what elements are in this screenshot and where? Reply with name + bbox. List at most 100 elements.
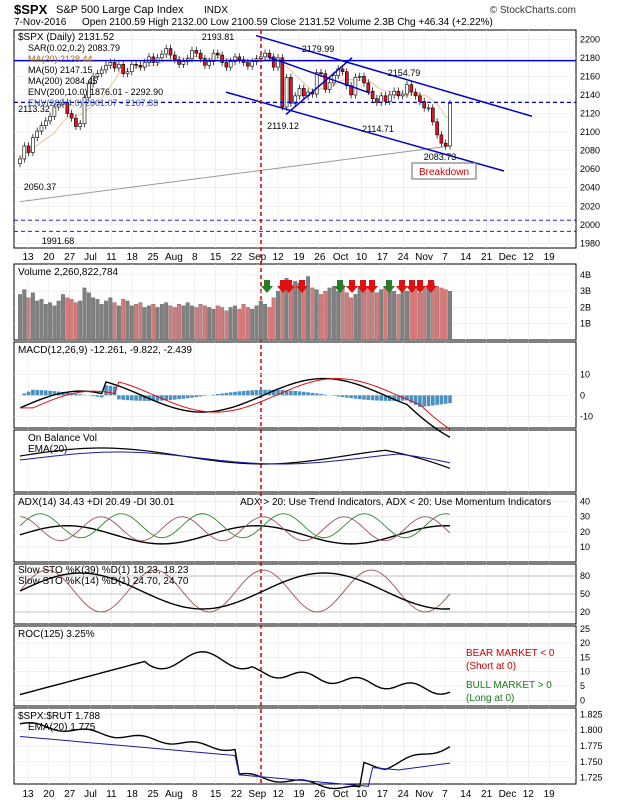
x-tick-label-bottom: 26 xyxy=(314,789,326,800)
macd-hist-bar xyxy=(345,395,349,398)
signal-arrow xyxy=(334,280,346,293)
macd-hist-bar xyxy=(142,395,147,401)
macd-hist-bar xyxy=(340,395,345,398)
x-tick-label-top: 12 xyxy=(273,252,285,263)
x-tick-label-top: 27 xyxy=(64,252,76,263)
x-tick-label-top: 7 xyxy=(442,252,448,263)
adx-title: ADX(14) 34.43 +DI 20.49 -DI 30.01 xyxy=(18,497,175,508)
macd-hist-bar xyxy=(284,390,289,396)
volume-bar xyxy=(108,297,113,341)
macd-hist-bar xyxy=(125,395,130,401)
macd-hist-bar xyxy=(91,395,95,397)
volume-bar xyxy=(43,304,48,341)
macd-hist-bar xyxy=(259,389,263,396)
signal-arrow xyxy=(357,280,369,293)
macd-hist-bar xyxy=(392,395,396,401)
macd-hist-bar xyxy=(168,395,173,400)
x-tick-label-bottom: 19 xyxy=(293,789,305,800)
volume-bar xyxy=(396,294,401,341)
candle-body xyxy=(164,48,168,55)
x-tick-label-bottom: 12 xyxy=(273,789,285,800)
volume-bar xyxy=(194,307,199,341)
macd-hist-bar xyxy=(418,395,422,407)
macd-hist-bar xyxy=(99,395,104,398)
signal-arrow xyxy=(425,280,437,293)
volume-bar xyxy=(26,297,31,341)
y-tick-label-price: 1980 xyxy=(580,238,600,248)
candle-body xyxy=(18,158,22,164)
candle-body xyxy=(125,71,130,74)
volume-bar xyxy=(39,299,44,341)
candle-body xyxy=(160,53,164,59)
candle-body xyxy=(357,76,362,78)
macd-hist-bar xyxy=(26,391,31,396)
volume-bar xyxy=(392,291,397,341)
x-tick-label-top: 8 xyxy=(192,252,198,263)
macd-hist-bar xyxy=(112,386,117,396)
candle-body xyxy=(422,101,427,109)
candle-body xyxy=(130,64,134,73)
y-tick-label-roc: 10 xyxy=(580,667,590,677)
candle-body xyxy=(405,84,409,95)
candle-body xyxy=(142,62,147,68)
x-tick-label-bottom: 17 xyxy=(377,789,389,800)
volume-bar xyxy=(69,299,74,341)
macd-hist-bar xyxy=(121,395,125,400)
obv-ema-label: EMA(20) xyxy=(28,444,67,455)
macd-hist-bar xyxy=(405,395,409,401)
macd-line xyxy=(19,377,451,438)
x-tick-label-bottom: Aug xyxy=(165,789,183,800)
y-tick-label-sto: 50 xyxy=(580,589,590,599)
candle-body xyxy=(138,64,143,68)
candle-body xyxy=(375,98,379,103)
candle-body xyxy=(383,95,388,102)
signal-arrow xyxy=(346,280,358,293)
macd-hist-bar xyxy=(276,389,280,396)
volume-bar xyxy=(301,286,306,341)
candle-body xyxy=(112,62,117,69)
y-tick-label-ratio: 1.825 xyxy=(580,709,603,719)
price-legend-entry: ENV(200,4.0) 2001.07 - 2167.83 xyxy=(28,98,158,108)
candle-body xyxy=(280,57,285,108)
candle-body xyxy=(52,106,57,117)
roc-title: ROC(125) 3.25% xyxy=(18,629,95,640)
volume-bar xyxy=(61,294,65,341)
candle-body xyxy=(216,52,220,56)
adx-line xyxy=(19,525,451,545)
x-tick-label-top: 24 xyxy=(398,252,410,263)
volume-bar xyxy=(448,291,452,341)
breakdown-label: Breakdown xyxy=(419,167,469,178)
macd-hist-bar xyxy=(237,391,242,396)
x-tick-label-top: 20 xyxy=(43,252,55,263)
x-tick-label-bottom: Nov xyxy=(415,789,433,800)
candle-body xyxy=(121,64,125,74)
volume-title: Volume 2,260,822,784 xyxy=(18,267,119,278)
y-tick-label-volume: 4B xyxy=(580,270,591,280)
macd-hist-bar xyxy=(155,395,160,401)
macd-hist-bar xyxy=(203,395,207,396)
x-tick-label-bottom: Jul xyxy=(84,789,97,800)
candle-body xyxy=(319,72,323,74)
candle-body xyxy=(177,59,181,65)
candle-body xyxy=(314,72,319,95)
x-tick-label-bottom: 19 xyxy=(544,789,556,800)
x-tick-label-top: 13 xyxy=(22,252,34,263)
macd-hist-bar xyxy=(409,395,414,403)
x-tick-label-bottom: 22 xyxy=(231,789,243,800)
x-tick-label-bottom: 7 xyxy=(442,789,448,800)
volume-bar xyxy=(314,289,319,341)
candle-body xyxy=(413,91,418,97)
volume-bar xyxy=(159,304,164,341)
candle-body xyxy=(448,102,452,147)
y-tick-label-price: 2020 xyxy=(580,201,600,211)
candle-body xyxy=(263,52,267,58)
price-annotation: 2114.71 xyxy=(362,124,394,134)
volume-bar xyxy=(104,300,108,341)
x-tick-label-top: 12 xyxy=(523,252,535,263)
candle-body xyxy=(366,82,371,92)
volume-bar xyxy=(73,302,78,341)
y-tick-label-roc: 20 xyxy=(580,638,590,648)
chart-exchange: INDX xyxy=(204,5,228,16)
volume-bar xyxy=(22,289,27,341)
